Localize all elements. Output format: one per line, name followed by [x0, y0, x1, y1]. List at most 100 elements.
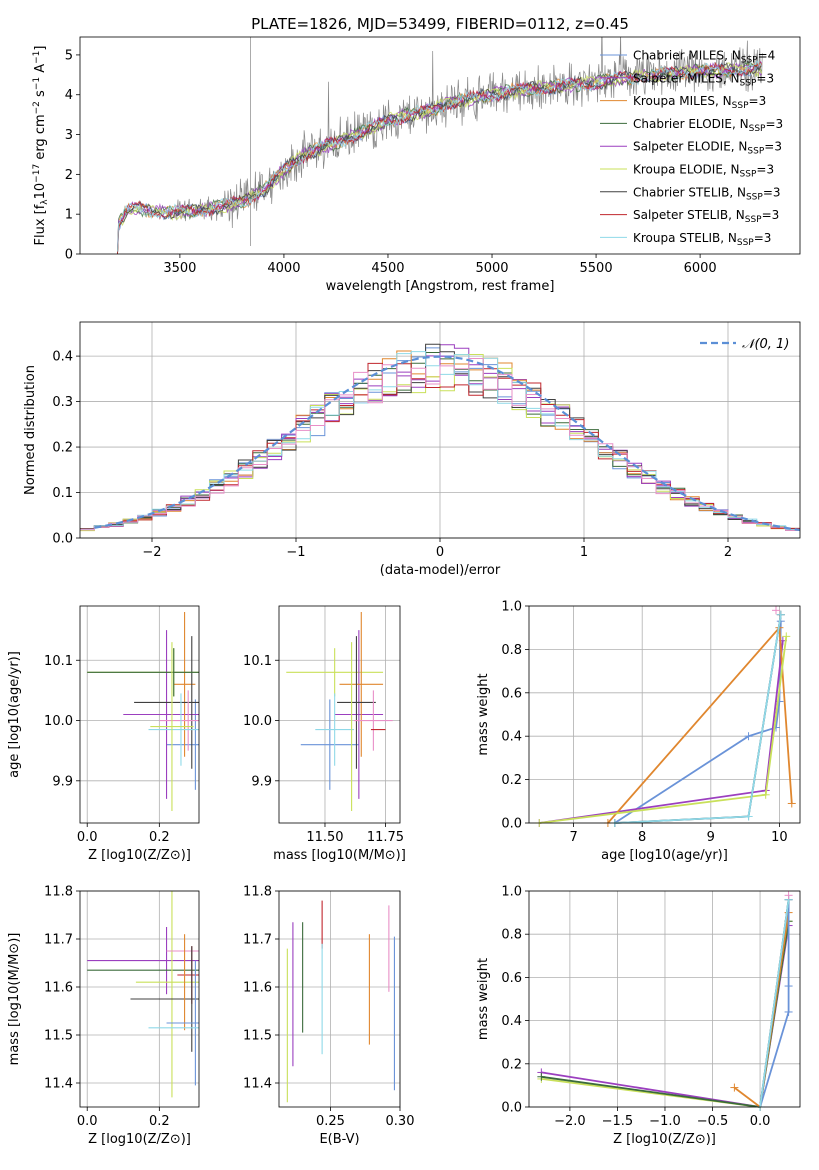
- y-tick-label: 0.0: [52, 532, 73, 547]
- x-tick-label: 10: [771, 830, 788, 845]
- errorbar-point: [286, 648, 384, 697]
- model-line-krou_miles: [117, 62, 763, 254]
- legend-label: Kroupa MILES, NSSP=3: [633, 94, 766, 111]
- legend-item: Salpeter STELIB, NSSP=3: [600, 208, 779, 225]
- y-tick-label: 11.7: [44, 933, 73, 948]
- x-tick-label: 4000: [267, 261, 300, 276]
- y-axis-label: mass [log10(M/M⊙)]: [7, 933, 22, 1066]
- model-line-salp_elodie: [117, 62, 763, 249]
- x-tick-label: 5500: [580, 261, 613, 276]
- mass-weight-line-krou_miles: [607, 625, 793, 824]
- y-tick-label: 0: [65, 248, 73, 263]
- histogram-step-salp_elodie: [80, 344, 800, 531]
- model-line-krou_elodie: [117, 62, 763, 254]
- panel-mass_vs_Z: 0.0 0.2 11.4 11.5 11.6 11.7 11.8 Z [log10(Z/Z⊙)…: [7, 885, 200, 1147]
- mass-weight-marker: [744, 732, 753, 741]
- errorbar-point: [130, 946, 199, 1052]
- y-axis-label: Flux [fλ10−17 erg cm−2 s−1 A−1]: [32, 46, 50, 246]
- y-tick-label: 10.1: [243, 654, 272, 669]
- axes-frame: [278, 890, 401, 1108]
- mass-weight-marker: [730, 1083, 739, 1092]
- model-line-chab_elodie: [117, 59, 762, 252]
- y-tick-label: 1.0: [501, 885, 522, 900]
- errorbar-point: [166, 699, 199, 790]
- y-tick-label: 3: [65, 128, 73, 143]
- y-tick-label: 0.8: [501, 928, 522, 943]
- y-tick-label: 9.9: [251, 774, 272, 789]
- errorbar-point: [339, 612, 384, 757]
- legend-label: Salpeter STELIB, NSSP=3: [633, 208, 779, 225]
- y-axis-label: mass weight: [476, 673, 491, 755]
- errorbar-point: [334, 630, 384, 799]
- y-axis-label: age [log10(age/yr)]: [7, 651, 22, 778]
- x-tick-label: 9: [707, 830, 715, 845]
- x-tick-label: 0.30: [386, 1114, 415, 1129]
- y-tick-label: 0.2: [501, 773, 522, 788]
- mass-weight-marker: [787, 799, 796, 808]
- mass-weight-marker: [782, 632, 791, 641]
- y-axis-label: mass weight: [476, 958, 491, 1040]
- mass-weight-marker: [784, 982, 793, 991]
- x-tick-label: −2.0: [554, 1114, 586, 1129]
- y-tick-label: 0.2: [52, 441, 73, 456]
- panel-spectrum: 3500 4000 4500 5000 5500 6000 0 1 2 3 4 5 PLATE=1826…: [32, 15, 801, 294]
- y-tick-label: 0.1: [52, 486, 73, 501]
- y-tick-label: 0.6: [501, 971, 522, 986]
- mass-weight-marker: [771, 606, 780, 615]
- x-tick-label: 6000: [684, 261, 717, 276]
- errorbar-point: [87, 648, 199, 697]
- y-tick-label: 0.3: [52, 395, 73, 410]
- mass-weight-line-salp_miles: [539, 640, 784, 824]
- x-tick-label: −0.5: [697, 1114, 729, 1129]
- legend-item: Chabrier STELIB, NSSP=3: [600, 185, 781, 202]
- x-tick-label: 5000: [475, 261, 508, 276]
- x-tick-label: 0.0: [77, 830, 98, 845]
- y-tick-label: 2: [65, 168, 73, 183]
- errorbar-point: [150, 642, 194, 811]
- x-tick-label: 4500: [371, 261, 404, 276]
- legend-item: Chabrier MILES, NSSP=4: [600, 49, 775, 66]
- y-tick-label: 10.0: [243, 714, 272, 729]
- y-tick-label: 11.8: [44, 885, 73, 900]
- mass-weight-line-chab_miles: [759, 899, 790, 1108]
- histogram-step-salp_stelib: [80, 362, 800, 530]
- legend-item: Salpeter MILES, NSSP=3: [600, 71, 774, 88]
- mass-weight-line-krou_elodie: [539, 636, 788, 824]
- x-tick-label: 1: [580, 545, 588, 560]
- y-tick-label: 0.4: [52, 350, 73, 365]
- panel-mass_weight_vs_age: 7 8 9 10 0.0 0.2 0.4 0.6 0.8 1.0 age [log10(age/yr…: [476, 600, 801, 863]
- legend-label: Salpeter MILES, NSSP=3: [633, 71, 774, 88]
- y-tick-label: 1: [65, 208, 73, 223]
- x-tick-label: 0.2: [149, 830, 170, 845]
- mass-weight-marker: [776, 610, 785, 619]
- mass-weight-line-krou_stelib: [759, 899, 790, 1108]
- y-tick-label: 0.4: [501, 1014, 522, 1029]
- x-tick-label: −1.0: [649, 1114, 681, 1129]
- y-tick-label: 11.5: [243, 1029, 272, 1044]
- panel-histogram: −2 −1 0 1 2 0.0 0.1 0.2 0.3 0.4 (data-model)/error…: [23, 321, 801, 578]
- y-tick-label: 11.7: [243, 933, 272, 948]
- legend-label: Chabrier MILES, NSSP=4: [633, 49, 775, 66]
- axes-frame: [528, 890, 801, 1108]
- x-tick-label: −1: [286, 545, 305, 560]
- legend-item: Kroupa STELIB, NSSP=3: [600, 231, 771, 248]
- errorbar-point: [135, 891, 199, 1098]
- legend-item: Kroupa MILES, NSSP=3: [600, 94, 766, 111]
- histogram-step-krou_elodie: [80, 354, 800, 532]
- y-tick-label: 0.0: [501, 817, 522, 832]
- chart-title: PLATE=1826, MJD=53499, FIBERID=0112, z=0…: [251, 15, 629, 33]
- x-axis-label: Z [log10(Z/Z⊙)]: [613, 1132, 716, 1147]
- x-axis-label: Z [log10(Z/Z⊙)]: [88, 1132, 191, 1147]
- legend-label: Salpeter ELODIE, NSSP=3: [633, 140, 782, 157]
- mass-weight-line-krou_miles: [733, 912, 790, 1109]
- x-tick-label: 11.75: [367, 830, 404, 845]
- x-axis-label: mass [log10(M/M⊙)]: [273, 848, 406, 863]
- x-tick-label: 0.2: [149, 1114, 170, 1129]
- x-tick-label: 0: [436, 545, 444, 560]
- model-line-salp_stelib: [117, 61, 763, 254]
- y-tick-label: 0.6: [501, 686, 522, 701]
- y-tick-label: 0.0: [501, 1101, 522, 1116]
- x-tick-label: 7: [569, 830, 577, 845]
- legend-label: Chabrier ELODIE, NSSP=3: [633, 117, 783, 134]
